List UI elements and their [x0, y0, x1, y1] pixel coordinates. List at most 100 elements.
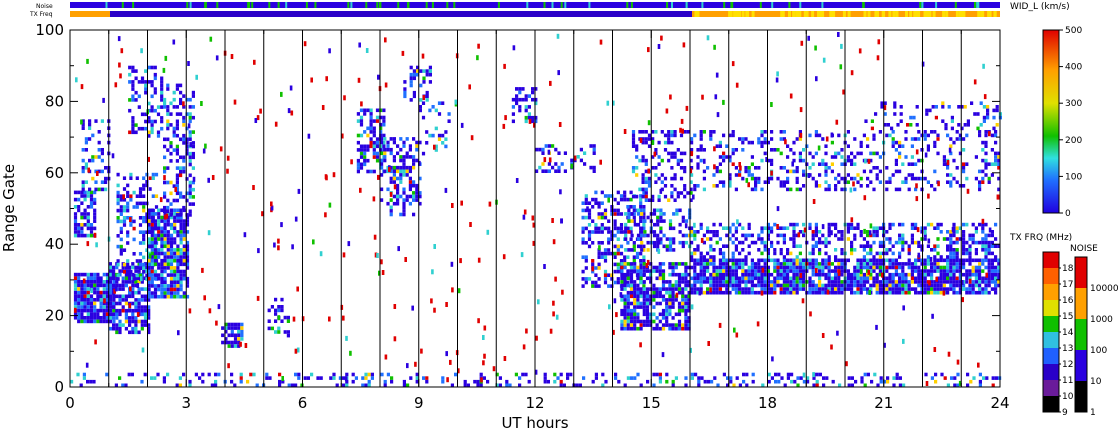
echo-cell	[808, 166, 812, 170]
echo-cell	[834, 269, 838, 273]
echo-cell	[914, 137, 918, 141]
echo-cell	[811, 272, 815, 277]
noise-cell	[814, 45, 817, 51]
echo-cell	[150, 244, 154, 249]
echo-cell	[89, 312, 94, 316]
echo-cell	[182, 123, 186, 127]
echo-cell	[770, 226, 774, 230]
echo-cell	[102, 316, 106, 320]
echo-cell	[690, 148, 694, 152]
echo-cell	[802, 265, 806, 270]
echo-cell	[974, 248, 978, 252]
echo-cell	[610, 273, 614, 277]
echo-cell	[89, 230, 94, 234]
echo-cell	[80, 201, 84, 205]
echo-cell	[600, 223, 604, 227]
echo-cell	[866, 230, 870, 234]
echo-cell	[917, 130, 921, 134]
echo-cell	[597, 251, 601, 256]
echo-cell	[636, 244, 641, 249]
echo-cell	[898, 140, 902, 145]
echo-cell	[191, 144, 195, 149]
echo-cell	[890, 126, 894, 131]
echo-cell	[853, 233, 857, 238]
echo-cell	[656, 237, 660, 241]
echo-cell	[728, 272, 732, 277]
echo-cell	[191, 180, 195, 185]
echo-cell	[629, 262, 634, 266]
echo-cell	[624, 248, 628, 252]
echo-cell	[696, 148, 700, 152]
echo-cell	[230, 329, 234, 334]
echo-cell	[654, 180, 658, 184]
echo-cell	[178, 376, 182, 380]
echo-cell	[955, 137, 959, 141]
echo-cell	[185, 215, 190, 220]
echo-cell	[712, 173, 716, 177]
echo-cell	[392, 155, 396, 159]
echo-cell	[77, 312, 81, 316]
echo-cell	[96, 287, 100, 291]
echo-cell	[725, 144, 729, 148]
echo-cell	[888, 272, 892, 277]
echo-cell	[738, 222, 742, 227]
echo-cell	[613, 197, 617, 202]
echo-cell	[138, 194, 143, 198]
echo-cell	[160, 215, 164, 220]
echo-cell	[104, 176, 108, 181]
echo-cell	[93, 197, 97, 202]
echo-cell	[946, 166, 950, 170]
noise-strip-fleck	[431, 2, 434, 8]
echo-cell	[409, 98, 413, 102]
echo-cell	[100, 180, 104, 184]
echo-cell	[173, 291, 177, 295]
echo-cell	[926, 269, 930, 273]
echo-cell	[629, 287, 634, 291]
echo-cell	[147, 308, 151, 313]
echo-cell	[73, 219, 78, 223]
echo-cell	[396, 165, 400, 170]
echo-cell	[722, 158, 726, 163]
echo-cell	[389, 169, 393, 174]
echo-cell	[557, 165, 561, 170]
echo-cell	[923, 280, 927, 284]
noise-cell	[446, 377, 449, 383]
echo-cell	[718, 283, 722, 288]
echo-cell	[802, 276, 806, 281]
echo-cell	[658, 376, 662, 380]
echo-cell	[434, 148, 438, 152]
noise-cell	[404, 257, 407, 262]
echo-cell	[182, 159, 186, 163]
echo-cell	[706, 290, 710, 295]
echo-cell	[949, 258, 953, 263]
echo-cell	[734, 262, 738, 266]
echo-cell	[137, 298, 141, 302]
echo-cell	[644, 130, 648, 134]
echo-cell	[524, 119, 528, 124]
echo-cell	[88, 187, 92, 192]
y-tick-label: 20	[45, 307, 64, 325]
noise-cell	[233, 99, 237, 105]
echo-cell	[382, 119, 386, 123]
echo-cell	[679, 133, 684, 138]
echo-cell	[173, 251, 177, 256]
noise-cell	[122, 194, 125, 200]
echo-cell	[856, 283, 860, 288]
echo-cell	[802, 287, 806, 291]
echo-cell	[997, 283, 1001, 288]
noise-cell	[203, 295, 206, 301]
echo-cell	[696, 166, 700, 170]
noise-cell	[973, 79, 977, 85]
noise-cell	[689, 168, 693, 174]
noise-strip-fleck	[105, 2, 108, 8]
echo-cell	[356, 119, 360, 123]
echo-cell	[696, 155, 700, 159]
echo-cell	[811, 269, 815, 273]
echo-cell	[137, 280, 141, 284]
echo-cell	[633, 316, 637, 320]
echo-cell	[610, 230, 614, 234]
echo-cell	[405, 198, 409, 202]
echo-cell	[978, 276, 982, 281]
echo-cell	[342, 376, 346, 380]
